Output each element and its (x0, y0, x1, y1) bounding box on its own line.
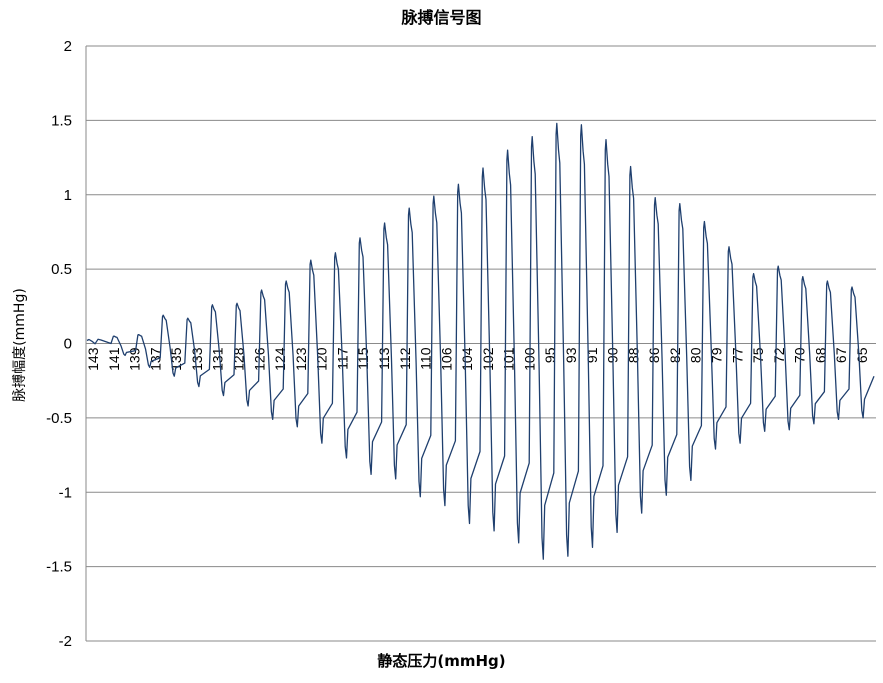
x-tick-label: 68 (812, 347, 828, 363)
x-tick-label: 110 (418, 347, 434, 370)
x-tick-label: 133 (189, 347, 205, 371)
y-tick-label: 0.5 (51, 261, 72, 278)
x-tick-label: 106 (438, 347, 454, 371)
chart-title: 脉搏信号图 (401, 8, 482, 27)
x-tick-label: 80 (688, 347, 704, 363)
x-tick-label: 113 (376, 347, 392, 370)
y-tick-label: 1.5 (51, 112, 72, 129)
x-tick-label: 123 (293, 347, 309, 371)
y-tick-label: 0 (64, 336, 72, 353)
y-tick-label: -1.5 (46, 559, 72, 576)
x-tick-label: 95 (542, 347, 558, 363)
x-tick-label: 75 (750, 347, 766, 363)
x-tick-label: 131 (210, 347, 226, 371)
y-tick-label: 2 (64, 38, 72, 55)
x-tick-label: 112 (397, 347, 413, 370)
series-line (86, 122, 875, 560)
x-tick-label: 91 (584, 347, 600, 363)
x-tick-label: 86 (646, 347, 662, 363)
y-tick-label: -2 (59, 633, 72, 650)
y-tick-label: -1 (59, 484, 72, 501)
x-tick-label: 77 (729, 347, 745, 363)
x-tick-label: 143 (85, 347, 101, 371)
x-tick-label: 70 (792, 347, 808, 363)
x-tick-label: 120 (314, 347, 330, 371)
x-tick-label: 124 (272, 347, 288, 371)
x-tick-label: 82 (667, 347, 683, 363)
x-axis-label: 静态压力(mmHg) (377, 652, 506, 670)
y-tick-label: 1 (64, 187, 72, 204)
x-tick-label: 79 (709, 347, 725, 363)
y-tick-label: -0.5 (46, 410, 72, 427)
x-tick-label: 67 (833, 347, 849, 363)
x-tick-label: 65 (854, 347, 870, 363)
x-tick-label: 104 (459, 347, 475, 371)
x-tick-label: 102 (480, 347, 496, 371)
x-tick-label: 141 (106, 347, 122, 371)
x-tick-label: 93 (563, 347, 579, 363)
x-tick-label: 72 (771, 347, 787, 363)
x-tick-label: 139 (127, 347, 143, 371)
